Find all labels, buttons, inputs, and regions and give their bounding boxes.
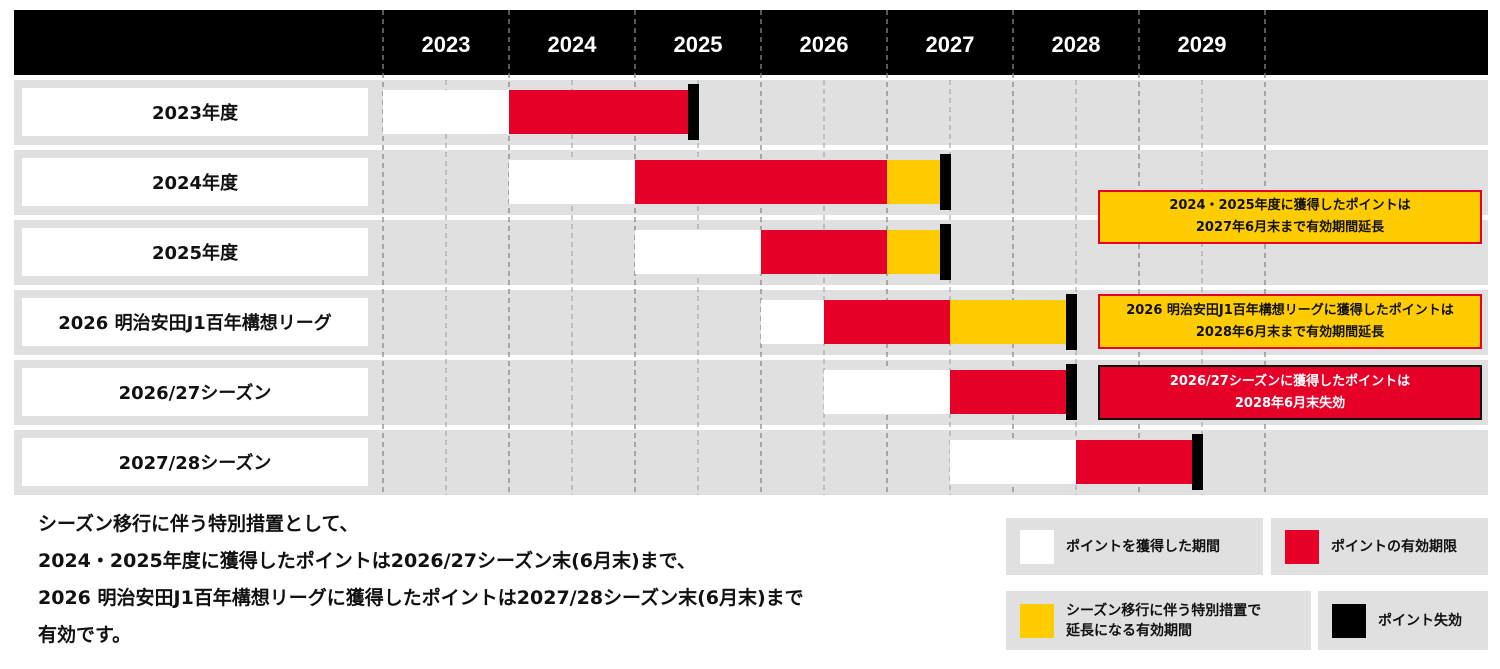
summary-text: シーズン移行に伴う特別措置として、 2024・2025年度に獲得したポイントは2… <box>38 506 978 654</box>
bar-extended <box>950 300 1076 344</box>
year-label-2028: 2028 <box>1052 32 1101 57</box>
legend-swatch-black <box>1332 603 1366 638</box>
bar-valid <box>509 90 698 134</box>
bar-earn <box>824 370 950 414</box>
year-label-2029: 2029 <box>1178 32 1227 57</box>
row-label: 2023年度 <box>22 88 368 136</box>
year-label-2026: 2026 <box>800 32 849 57</box>
bar-valid <box>824 300 950 344</box>
bar-valid <box>761 230 887 274</box>
summary-line: 有効です。 <box>38 624 132 646</box>
legend-swatch-white <box>1020 529 1054 564</box>
expire-marker <box>1066 294 1077 350</box>
expire-marker <box>940 224 951 280</box>
note-2024-2025-extension: 2024・2025年度に獲得したポイントは 2027年6月末まで有効期間延長 <box>1098 190 1482 244</box>
note-2026-27-expiry: 2026/27シーズンに獲得したポイントは 2028年6月末失効 <box>1098 365 1482 420</box>
row-label: 2025年度 <box>22 228 368 276</box>
legend-expire: ポイント失効 <box>1318 591 1488 650</box>
summary-line: シーズン移行に伴う特別措置として、 <box>38 513 359 535</box>
row-label: 2024年度 <box>22 158 368 206</box>
bar-valid <box>1076 440 1202 484</box>
legend-extended: シーズン移行に伴う特別措置で 延長になる有効期間 <box>1006 591 1311 650</box>
expire-marker <box>940 154 951 210</box>
bar-earn <box>635 230 761 274</box>
header-bar <box>14 10 1488 75</box>
bar-valid <box>950 370 1076 414</box>
row-label: 2027/28シーズン <box>22 438 368 486</box>
year-label-2027: 2027 <box>926 32 975 57</box>
bar-earn <box>383 90 509 134</box>
bar-earn <box>950 440 1076 484</box>
year-label-2024: 2024 <box>548 32 598 57</box>
summary-line: 2026 明治安田J1百年構想リーグに獲得したポイントは2027/28シーズン末… <box>38 587 804 609</box>
bar-extended <box>887 230 950 274</box>
legend-swatch-red <box>1285 529 1319 564</box>
expire-marker <box>1066 364 1077 420</box>
summary-line: 2024・2025年度に獲得したポイントは2026/27シーズン末(6月末)まで… <box>38 550 696 572</box>
row-label: 2026/27シーズン <box>22 368 368 416</box>
row-label: 2026 明治安田J1百年構想リーグ <box>22 298 368 346</box>
year-label-2023: 2023 <box>422 32 471 57</box>
legend-swatch-yellow <box>1020 603 1054 638</box>
year-label-2025: 2025 <box>674 32 723 57</box>
bar-earn <box>761 300 824 344</box>
expire-marker <box>1192 434 1203 490</box>
legend-valid: ポイントの有効期限 <box>1271 518 1488 575</box>
expire-marker <box>688 84 699 140</box>
bar-earn <box>509 160 635 204</box>
bar-extended <box>887 160 950 204</box>
note-2026-league-extension: 2026 明治安田J1百年構想リーグに獲得したポイントは 2028年6月末まで有効… <box>1098 294 1482 349</box>
bar-valid <box>635 160 887 204</box>
legend-earn: ポイントを獲得した期間 <box>1006 518 1263 575</box>
